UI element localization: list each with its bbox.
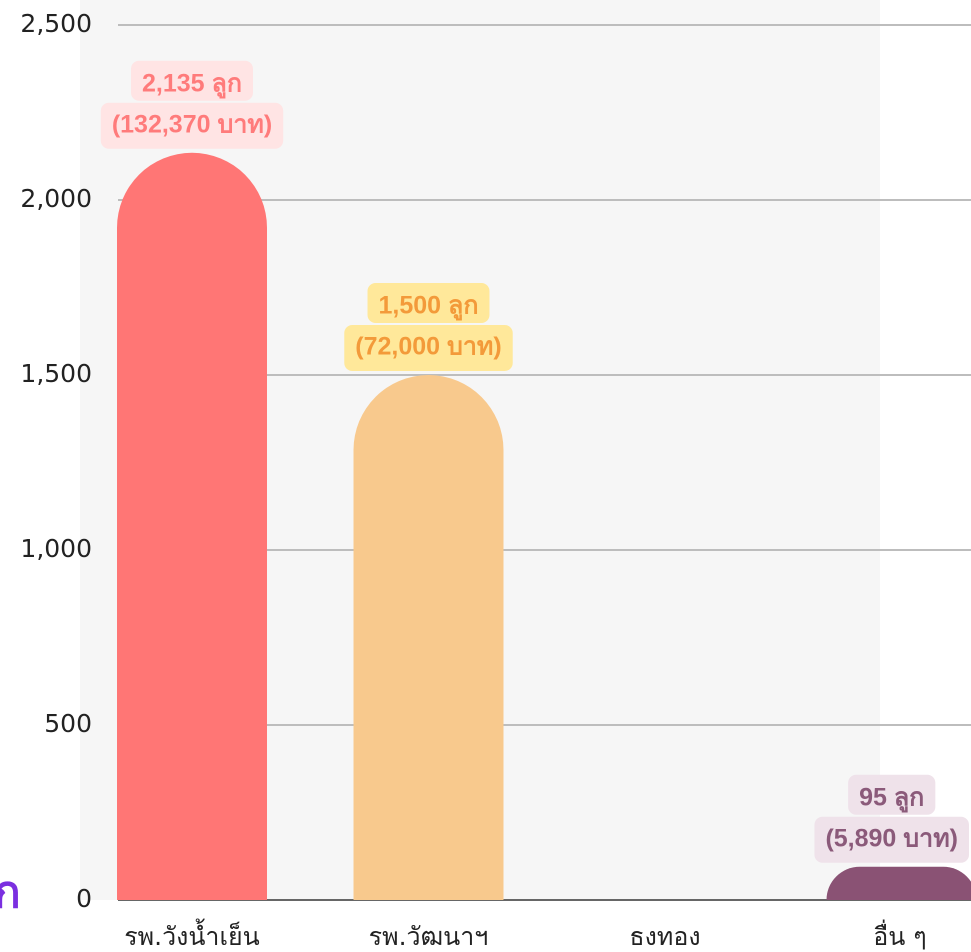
amount-label: (72,000 บาท) [355,333,501,361]
amount-label: (132,370 บาท) [112,110,272,138]
y-tick-label: 2,500 [20,9,92,38]
data-label: 95 ลูก [859,783,924,813]
x-tick-label: อื่น ๆ [873,919,926,951]
cut-off-text: ก [0,867,21,918]
data-label: 2,135 ลูก [142,69,242,99]
y-tick-label: 2,000 [20,184,92,213]
y-tick-label: 0 [76,884,92,913]
bar [117,152,267,900]
bar [353,375,504,900]
x-tick-label: ธงทอง [629,922,700,951]
amount-label: (5,890 บาท) [825,824,958,852]
y-tick-label: 1,000 [20,534,92,563]
x-tick-label: รพ.วังน้ำเย็น [124,918,260,951]
x-tick-label: รพ.วัฒนาฯ [369,922,489,951]
data-label-box [344,325,513,371]
data-label-box [100,102,284,149]
data-label-box [131,60,253,101]
data-label-box [367,283,490,323]
data-label-box [848,774,936,815]
bar [826,866,971,900]
data-label-box [814,816,969,863]
data-label: 1,500 ลูก [379,292,479,322]
y-tick-label: 1,500 [20,359,92,388]
y-tick-label: 500 [44,709,92,738]
